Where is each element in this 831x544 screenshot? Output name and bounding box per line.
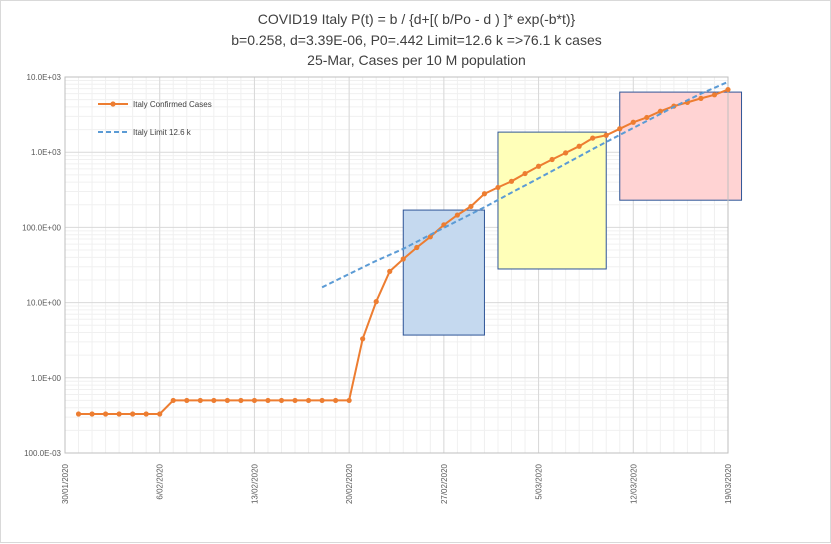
data-point <box>305 397 312 404</box>
data-point <box>116 411 122 417</box>
chart-subtitle: b=0.258, d=3.39E-06, P0=.442 Limit=12.6 … <box>231 32 602 48</box>
data-point <box>278 397 285 404</box>
data-point <box>319 397 325 404</box>
data-point <box>75 411 82 417</box>
x-tick-label: 5/03/2020 <box>535 463 544 499</box>
series-line-1 <box>321 80 729 289</box>
legend-label-confirmed: Italy Confirmed Cases <box>133 100 212 109</box>
data-point <box>360 336 366 342</box>
y-tick-label: 10.0E+03 <box>27 73 62 82</box>
data-point <box>130 411 136 417</box>
x-tick-label: 6/02/2020 <box>156 463 165 499</box>
x-tick-label: 13/02/2020 <box>250 463 259 504</box>
data-point <box>387 268 393 274</box>
y-tick-label: 10.0E+00 <box>27 299 62 308</box>
data-point <box>711 92 718 98</box>
data-point <box>238 397 244 404</box>
data-point <box>617 126 623 132</box>
data-point <box>292 397 298 404</box>
data-point <box>603 132 609 138</box>
data-point <box>427 234 433 240</box>
data-point <box>549 156 555 163</box>
plot-border <box>64 76 729 454</box>
x-tick-label: 20/02/2020 <box>345 463 354 504</box>
data-point <box>725 86 731 93</box>
data-point <box>197 397 203 404</box>
highlight-region-blue <box>402 209 485 336</box>
data-point <box>563 150 569 156</box>
series <box>75 80 731 417</box>
y-tick-label: 100.0E-03 <box>24 449 61 458</box>
axes: 10.0E+03 1.0E+03 100.0E+00 10.0E+00 1.0E+00 1… <box>22 73 733 504</box>
data-point <box>698 95 704 101</box>
legend-label-limit: Italy Limit 12.6 k <box>133 128 192 137</box>
data-point <box>630 119 636 125</box>
data-point <box>373 299 379 305</box>
x-tick-label: 19/03/2020 <box>724 463 733 504</box>
data-point <box>657 108 663 114</box>
data-point <box>184 397 190 404</box>
data-point <box>224 397 230 404</box>
x-tick-label: 27/02/2020 <box>440 463 449 504</box>
data-point <box>644 114 650 121</box>
data-point <box>454 212 460 218</box>
y-tick-label: 100.0E+00 <box>22 223 61 232</box>
data-point <box>414 244 420 251</box>
data-point <box>400 256 406 262</box>
data-point <box>535 163 542 169</box>
data-point <box>265 397 271 404</box>
data-point <box>495 184 501 191</box>
data-point <box>102 411 109 417</box>
data-point <box>522 170 528 177</box>
data-point <box>89 411 95 417</box>
highlight-regions <box>402 91 743 336</box>
x-tick-label: 30/01/2020 <box>61 463 70 504</box>
data-point <box>211 397 217 404</box>
data-point <box>333 397 339 404</box>
y-tick-label: 1.0E+00 <box>31 374 62 383</box>
highlight-region-pink <box>619 91 743 201</box>
data-point <box>576 143 582 149</box>
legend-marker-confirmed <box>110 101 116 107</box>
data-point <box>468 203 474 210</box>
data-point <box>508 178 515 184</box>
data-point <box>143 411 149 417</box>
data-point <box>170 397 176 404</box>
y-tick-label: 1.0E+03 <box>31 148 62 157</box>
data-point <box>346 397 352 404</box>
chart-subtitle-2: 25-Mar, Cases per 10 M population <box>307 52 526 68</box>
chart-title: COVID19 Italy P(t) = b / {d+[( b/Po - d … <box>257 11 576 27</box>
data-point <box>481 191 488 197</box>
highlight-region-yellow <box>497 131 607 270</box>
x-tick-label: 12/03/2020 <box>629 463 638 504</box>
data-point <box>251 397 258 404</box>
data-point <box>590 135 596 141</box>
data-point <box>157 411 163 417</box>
legend: Italy Confirmed Cases Italy Limit 12.6 k <box>98 100 212 137</box>
